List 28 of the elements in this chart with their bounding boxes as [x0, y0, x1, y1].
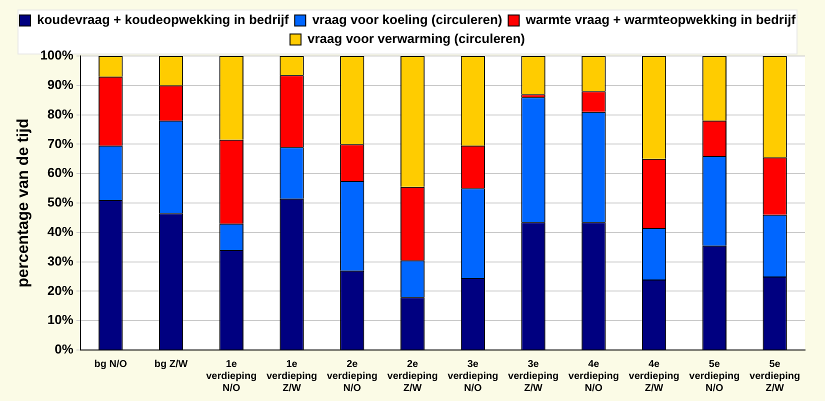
x-tick-label: 2e verdieping Z/W: [387, 358, 438, 394]
y-tick-label: 70%: [47, 136, 74, 151]
legend-label: vraag voor verwarming (circuleren): [308, 31, 525, 46]
x-tick-label: 2e verdieping N/O: [326, 358, 378, 394]
x-tick-label: 4e verdieping Z/W: [628, 358, 680, 394]
y-tick-label: 50%: [47, 194, 74, 210]
legend-label: warmte vraag + warmteopwekking in bedrijf: [524, 12, 796, 28]
y-tick-label: 30%: [47, 253, 74, 268]
y-tick-label: 20%: [47, 282, 74, 298]
y-tick-label: 40%: [47, 224, 74, 239]
x-tick-label: bg Z/W: [154, 358, 188, 370]
y-axis-title: percentage van de tijd: [15, 118, 32, 288]
x-tick-label: 5e verdieping N/O: [689, 358, 740, 394]
x-tick-label: 1e verdieping N/O: [206, 358, 257, 394]
x-tick-label: 5e verdieping Z/W: [750, 358, 800, 394]
y-tick-label: 60%: [47, 165, 74, 180]
y-tick-label: 0%: [54, 342, 74, 357]
x-tick-label: 1e verdieping Z/W: [266, 358, 318, 394]
y-tick-label: 80%: [47, 106, 74, 122]
legend-label: koudevraag + koudeopwekking in bedrijf: [36, 12, 290, 28]
x-tick-label: 4e verdieping N/O: [568, 358, 619, 394]
y-tick-label: 100%: [40, 48, 74, 63]
legend-label: vraag voor koeling (circuleren): [312, 12, 502, 28]
x-tick-label: bg N/O: [94, 358, 128, 370]
x-tick-label: 3e verdieping Z/W: [508, 358, 559, 394]
y-tick-label: 10%: [47, 312, 74, 328]
y-tick-label: 90%: [47, 76, 74, 92]
x-tick-label: 3e verdieping N/O: [448, 358, 498, 394]
